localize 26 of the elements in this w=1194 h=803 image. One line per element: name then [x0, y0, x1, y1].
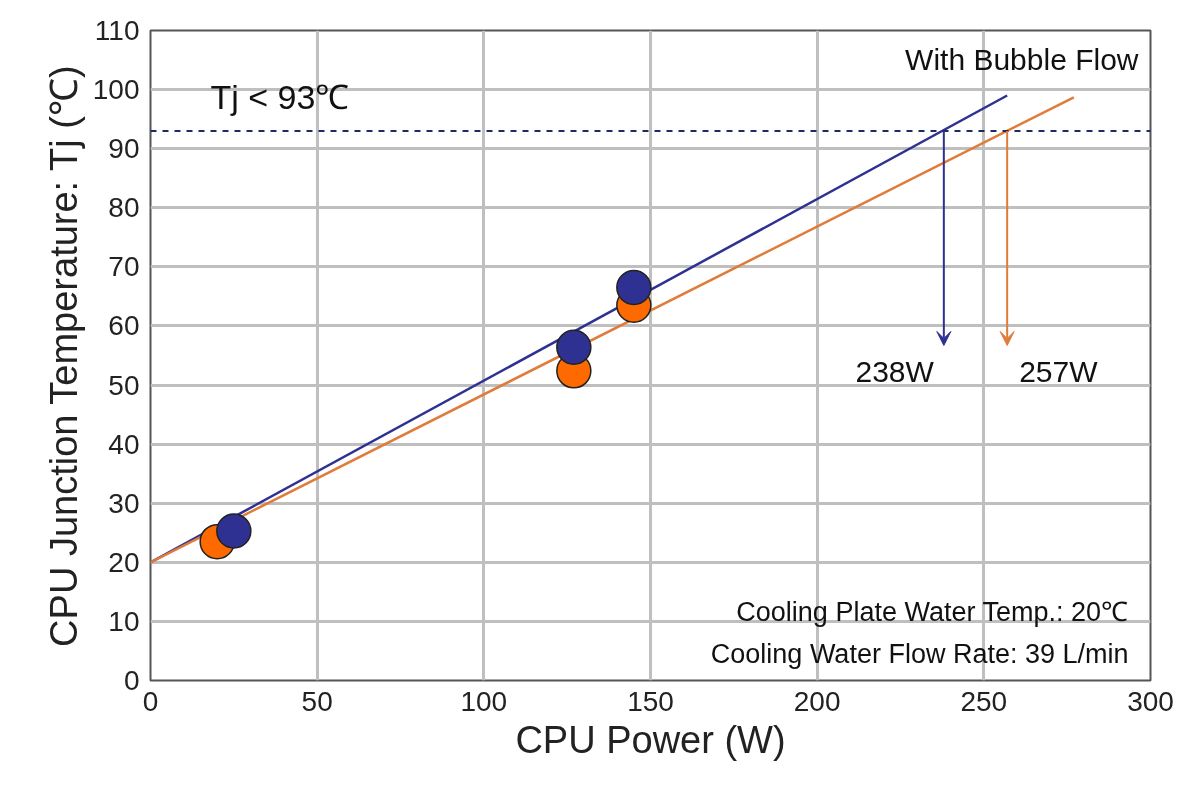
annotation: With Bubble Flow [905, 42, 1139, 76]
annotation: Cooling Plate Water Temp.: 20℃ [736, 596, 1129, 627]
y-tick-label: 90 [108, 133, 140, 165]
x-tick-label: 250 [960, 685, 1008, 717]
y-axis-title: CPU Junction Temperature: Tj (℃) [42, 65, 85, 647]
annotation: Cooling Water Flow Rate: 39 L/min [710, 638, 1129, 669]
annotation: 257W [1019, 355, 1099, 389]
x-tick-label: 200 [793, 685, 841, 717]
y-tick-label: 50 [108, 369, 140, 401]
y-tick-label: 60 [108, 310, 140, 342]
ref-line-label: Tj < 93℃ [210, 78, 350, 117]
y-tick-label: 80 [108, 192, 140, 224]
x-tick-label: 50 [301, 685, 333, 717]
y-tick-label: 30 [108, 487, 140, 519]
y-tick-label: 110 [94, 15, 140, 46]
x-tick-label: 300 [1127, 685, 1174, 717]
y-tick-label: 20 [108, 546, 140, 578]
x-tick-label: 100 [460, 685, 508, 717]
y-tick-label: 40 [108, 428, 140, 460]
x-axis-title: CPU Power (W) [515, 718, 786, 761]
y-tick-label: 100 [92, 74, 140, 106]
x-tick-label: 150 [627, 685, 674, 717]
y-tick-label: 10 [108, 605, 140, 637]
annotation: 238W [855, 355, 935, 389]
y-tick-label: 70 [108, 251, 140, 283]
y-tick-label: 0 [123, 665, 140, 696]
